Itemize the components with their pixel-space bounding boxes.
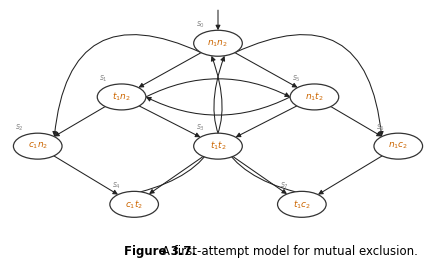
Text: A first-attempt model for mutual exclusion.: A first-attempt model for mutual exclusi…	[156, 245, 418, 258]
Text: Figure 3.7.: Figure 3.7.	[124, 245, 196, 258]
FancyArrowPatch shape	[139, 106, 199, 137]
Text: $s_1$: $s_1$	[99, 73, 108, 84]
Text: $s_3$: $s_3$	[196, 123, 204, 133]
FancyArrowPatch shape	[319, 156, 382, 194]
Text: $s_2$: $s_2$	[16, 123, 24, 133]
FancyArrowPatch shape	[146, 79, 289, 97]
Circle shape	[14, 133, 62, 159]
Text: $n_1c_2$: $n_1c_2$	[388, 141, 409, 151]
Text: $t_1c_2$: $t_1c_2$	[293, 198, 311, 211]
FancyArrowPatch shape	[141, 57, 222, 192]
Circle shape	[278, 191, 326, 217]
Circle shape	[374, 133, 422, 159]
Text: $s_7$: $s_7$	[279, 181, 289, 191]
FancyArrowPatch shape	[150, 156, 203, 193]
FancyArrowPatch shape	[331, 106, 381, 136]
Text: $t_1t_2$: $t_1t_2$	[210, 140, 226, 152]
Circle shape	[97, 84, 146, 110]
FancyArrowPatch shape	[147, 97, 290, 115]
FancyArrowPatch shape	[237, 106, 297, 137]
FancyArrowPatch shape	[235, 53, 296, 87]
FancyArrowPatch shape	[140, 53, 201, 87]
Text: $n_1n_2$: $n_1n_2$	[208, 38, 228, 49]
Circle shape	[194, 133, 242, 159]
Text: $s_5$: $s_5$	[292, 73, 301, 84]
FancyArrowPatch shape	[54, 156, 117, 194]
Circle shape	[110, 191, 158, 217]
FancyArrowPatch shape	[214, 57, 295, 192]
Text: $s_0$: $s_0$	[195, 20, 204, 30]
FancyArrowPatch shape	[233, 156, 286, 193]
Text: $s_6$: $s_6$	[376, 123, 385, 133]
FancyArrowPatch shape	[55, 106, 105, 136]
Text: $t_1n_2$: $t_1n_2$	[112, 91, 131, 103]
Text: $c_1t_2$: $c_1t_2$	[125, 198, 143, 211]
Circle shape	[194, 30, 242, 56]
FancyArrowPatch shape	[235, 34, 383, 135]
Text: $s_4$: $s_4$	[112, 181, 121, 191]
FancyArrowPatch shape	[53, 34, 201, 135]
Text: $c_1n_2$: $c_1n_2$	[27, 141, 48, 151]
Circle shape	[290, 84, 339, 110]
Text: $n_1t_2$: $n_1t_2$	[305, 91, 324, 103]
